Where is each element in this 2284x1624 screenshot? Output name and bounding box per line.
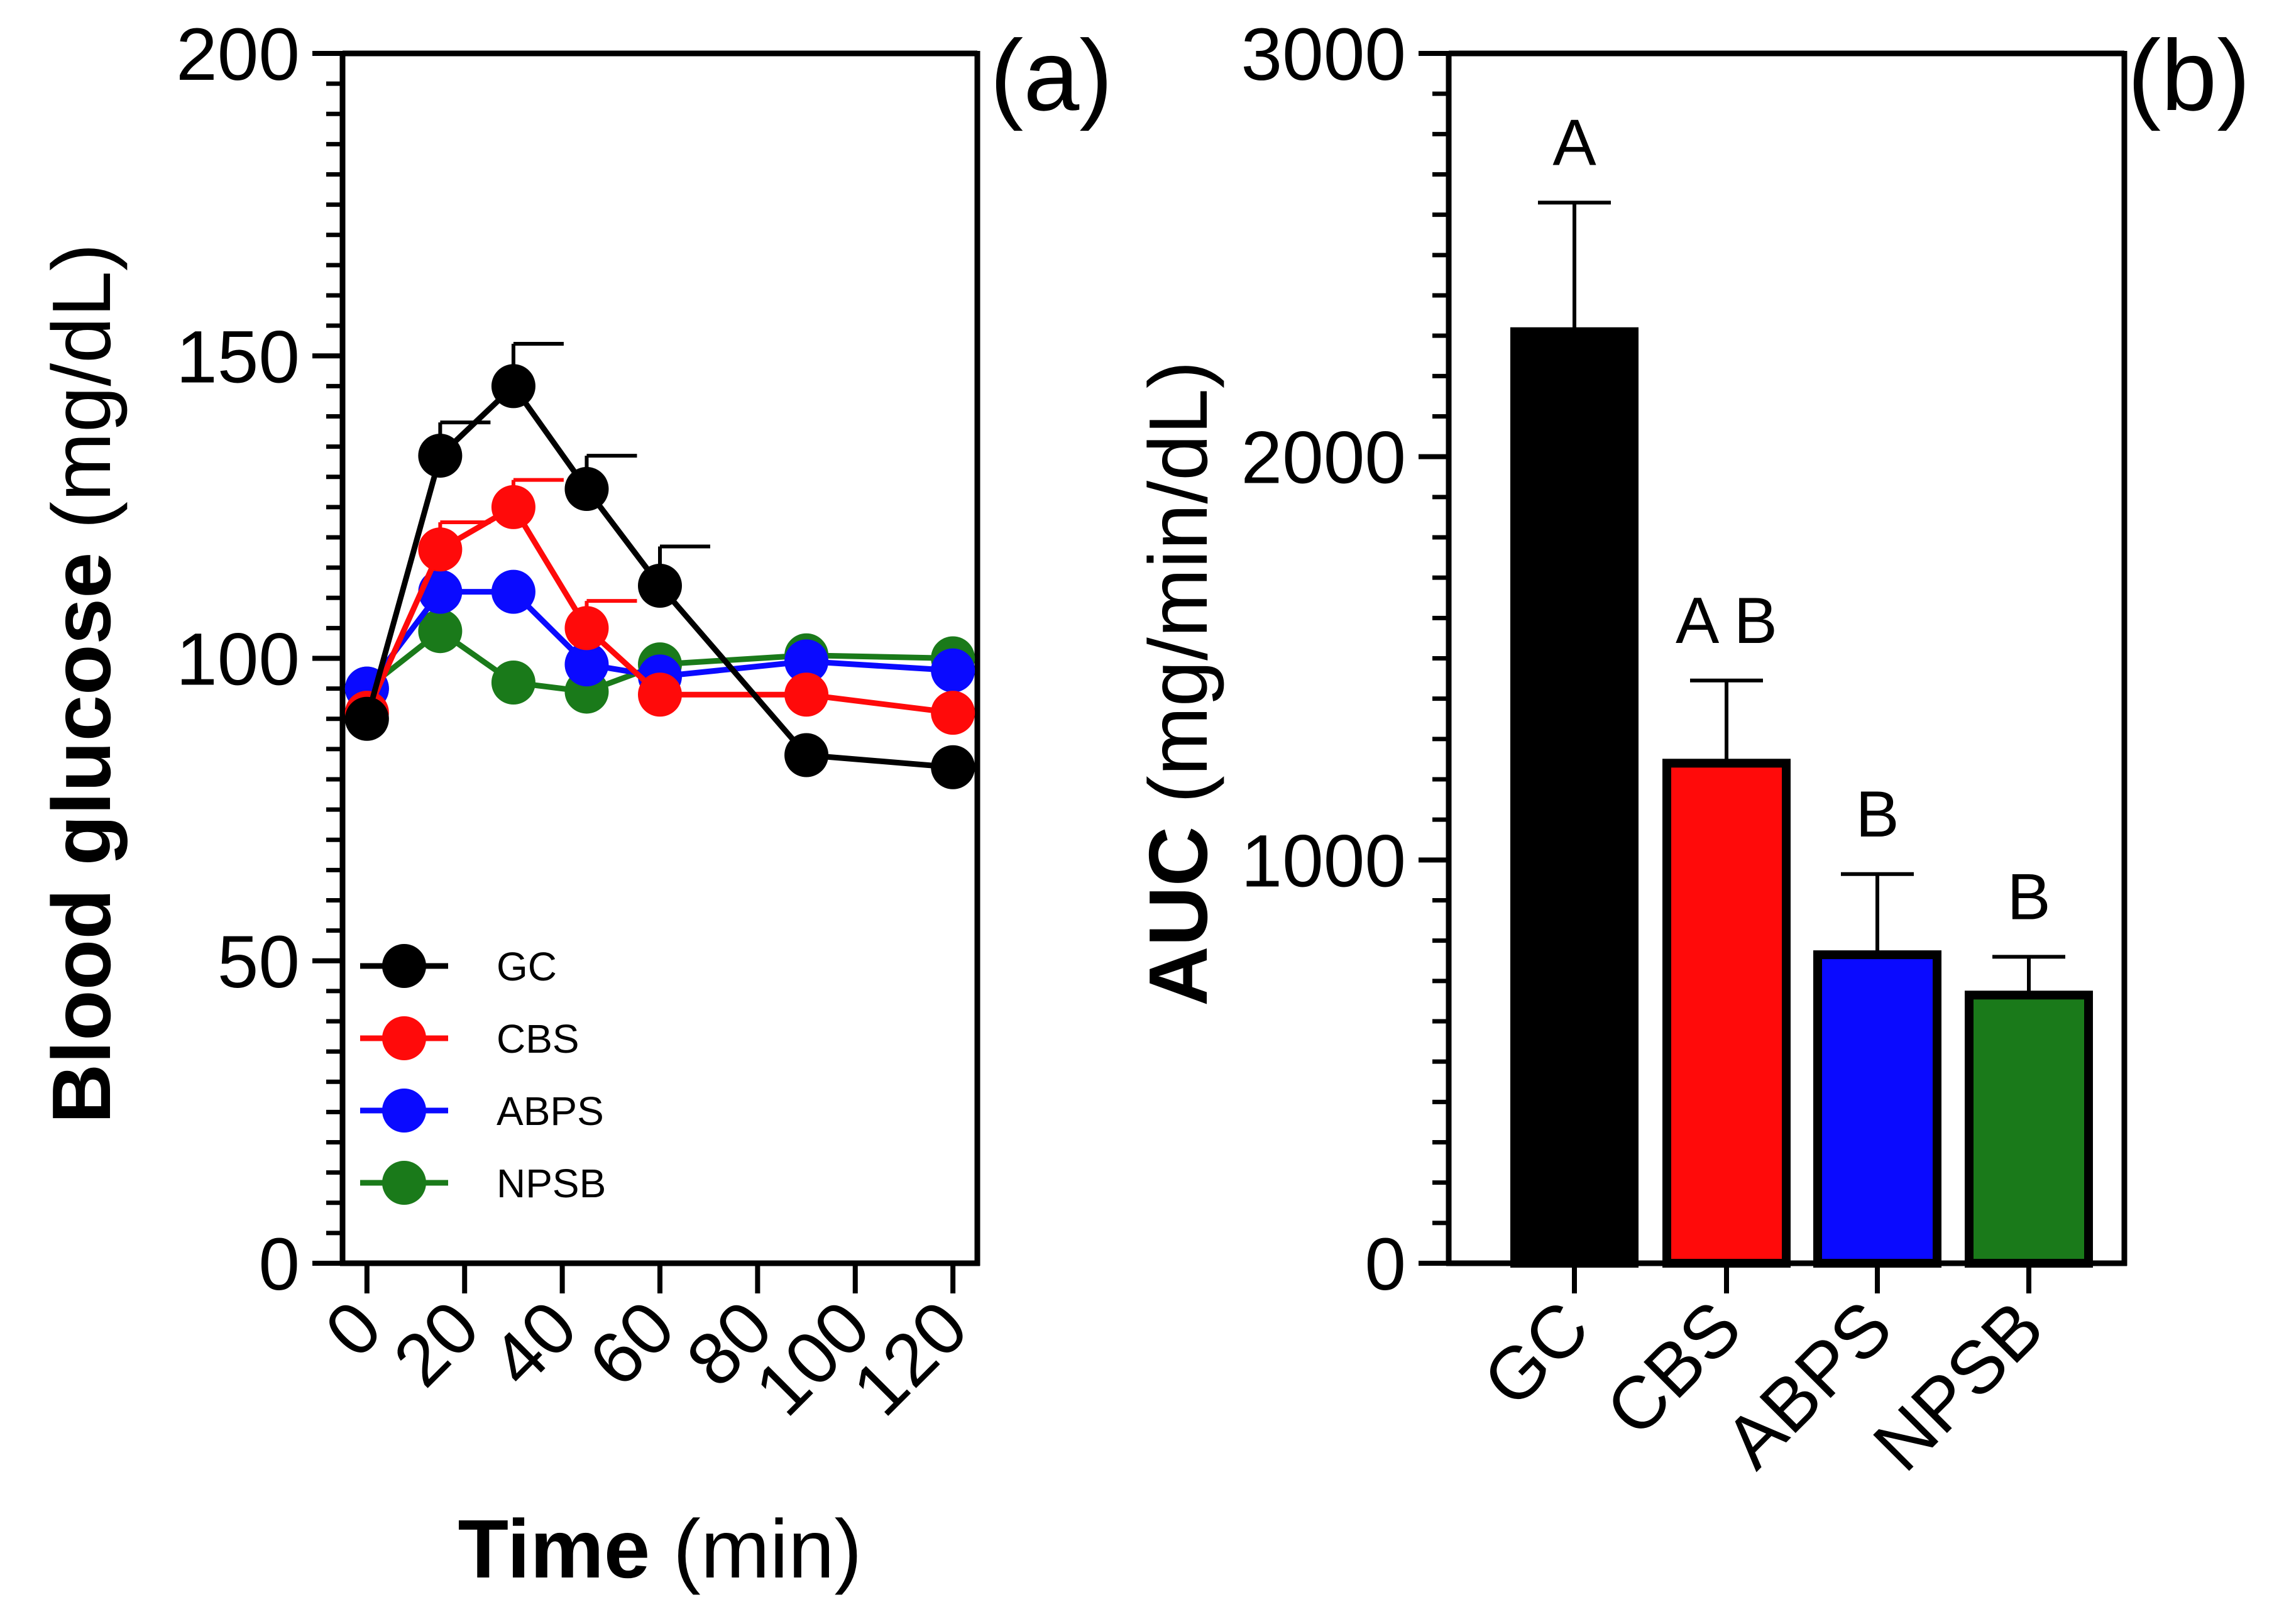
x-tick-label: NPSB bbox=[1858, 1285, 2060, 1487]
panel-label-a: (a) bbox=[990, 19, 1113, 131]
data-point bbox=[931, 648, 975, 693]
y-tick-label: 100 bbox=[176, 618, 300, 701]
x-axis-title-unit: (min) bbox=[650, 1503, 862, 1595]
y-tick-label: 1000 bbox=[1241, 820, 1406, 903]
bar bbox=[1965, 990, 2093, 1268]
data-point bbox=[344, 696, 389, 741]
data-point bbox=[784, 733, 829, 777]
x-tick-label: ABPS bbox=[1709, 1285, 1908, 1484]
bar bbox=[1662, 759, 1791, 1268]
legend: GC CBS ABPS NPSB bbox=[360, 944, 606, 1206]
data-point bbox=[564, 606, 609, 650]
data-point bbox=[638, 672, 682, 717]
bar bbox=[1510, 327, 1639, 1268]
y-axis-title: AUC (mg/min/dL) bbox=[1132, 361, 1224, 1006]
legend-label: NPSB bbox=[497, 1161, 606, 1206]
bar bbox=[1813, 950, 1941, 1268]
significance-letter: A B bbox=[1676, 584, 1777, 657]
data-point bbox=[418, 609, 463, 654]
y-tick-label: 3000 bbox=[1241, 13, 1406, 96]
data-point bbox=[418, 569, 463, 614]
data-point bbox=[491, 569, 535, 614]
y-axis-title: Blood glucose (mg/dL) bbox=[35, 243, 128, 1124]
y-axis-title-bold: Blood glucose bbox=[35, 552, 128, 1124]
data-point bbox=[418, 527, 463, 572]
data-point bbox=[638, 564, 682, 608]
bar-group-gc: A GC bbox=[1468, 106, 1639, 1423]
x-tick-label: GC bbox=[1468, 1285, 1605, 1422]
y-axis-title-unit: (mg/min/dL) bbox=[1132, 361, 1224, 826]
significance-letter: B bbox=[1855, 778, 1899, 851]
y-axis-title-unit: (mg/dL) bbox=[35, 243, 128, 552]
data-point bbox=[784, 672, 829, 717]
y-tick-label: 0 bbox=[258, 1223, 300, 1306]
data-point bbox=[564, 642, 609, 687]
data-point bbox=[784, 639, 829, 684]
x-tick-label: 120 bbox=[837, 1285, 984, 1432]
y-tick-label: 200 bbox=[176, 13, 300, 96]
x-axis-title: Time (min) bbox=[458, 1503, 862, 1595]
data-point bbox=[491, 485, 535, 529]
legend-marker bbox=[382, 1089, 426, 1133]
x-tick-label: 0 bbox=[309, 1285, 397, 1373]
data-point bbox=[491, 661, 535, 705]
panel-label-b: (b) bbox=[2128, 19, 2251, 131]
legend-label: CBS bbox=[497, 1016, 579, 1062]
legend-label: ABPS bbox=[497, 1089, 604, 1134]
x-axis-title-bold: Time bbox=[458, 1503, 651, 1595]
y-tick-label: 50 bbox=[217, 921, 300, 1004]
y-tick-label: 2000 bbox=[1241, 417, 1406, 500]
data-point bbox=[931, 691, 975, 735]
data-point bbox=[418, 434, 463, 478]
series-gc bbox=[344, 342, 975, 789]
significance-letter: B bbox=[2007, 860, 2050, 933]
data-point bbox=[491, 364, 535, 409]
significance-letter: A bbox=[1552, 106, 1596, 179]
data-point bbox=[931, 745, 975, 789]
legend-marker bbox=[382, 1161, 426, 1205]
y-axis-title-bold: AUC bbox=[1132, 826, 1224, 1006]
y-tick-label: 0 bbox=[1364, 1223, 1406, 1306]
legend-label: GC bbox=[497, 944, 557, 989]
y-tick-label: 150 bbox=[176, 315, 300, 398]
legend-marker bbox=[382, 944, 426, 988]
data-point bbox=[564, 467, 609, 511]
legend-marker bbox=[382, 1016, 426, 1060]
